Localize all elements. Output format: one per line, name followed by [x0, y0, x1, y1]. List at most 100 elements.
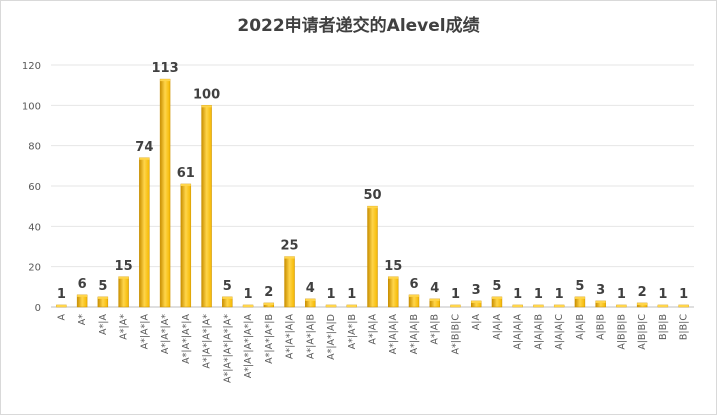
x-tick-label: A|A|B — [575, 314, 586, 340]
data-label: 1 — [513, 287, 522, 302]
bar-cap — [471, 300, 482, 303]
x-tick-label: A|A|A — [492, 314, 503, 340]
bar-cap — [118, 276, 129, 279]
x-tick-label: A|B|B — [596, 314, 607, 340]
bar-cap — [657, 304, 668, 307]
x-tick-label: A*|A*|A*|B — [264, 314, 275, 364]
bar-cap — [512, 304, 523, 307]
y-tick-label: 60 — [28, 182, 41, 193]
x-tick-label: A*|A*|A*|A*|A — [243, 313, 254, 378]
data-label: 5 — [575, 279, 584, 294]
x-tick-label: A*|A|B — [430, 314, 441, 345]
bar-cap — [201, 105, 212, 108]
y-tick-label: 120 — [22, 61, 41, 72]
bar-cap — [326, 304, 336, 307]
data-label: 15 — [115, 259, 133, 274]
x-tick-label: A|A|A|A — [513, 314, 524, 350]
bar-cap — [554, 304, 565, 307]
data-label: 61 — [177, 166, 195, 181]
x-tick-label: A*|A*|A* — [160, 314, 171, 354]
x-tick-label: A|A — [471, 314, 482, 331]
bar — [139, 157, 150, 308]
x-tick-label: A|A|A|B — [533, 314, 544, 350]
data-label: 1 — [534, 287, 543, 302]
data-label: 1 — [326, 287, 335, 302]
x-tick-label: A*|A*|B — [347, 314, 358, 349]
data-label: 25 — [280, 239, 298, 254]
x-tick-label: A*|A — [98, 314, 109, 335]
data-label: 4 — [430, 281, 439, 296]
data-label: 50 — [363, 188, 381, 203]
x-tick-label: A*|A* — [119, 314, 130, 340]
data-label: 1 — [617, 287, 626, 302]
x-axis: A A* A*|A A*|A* A*|A*|A A*|A*|A* A*|A*|A*|A A*|… — [56, 313, 689, 383]
data-label: 1 — [679, 287, 688, 302]
data-label: 6 — [409, 277, 418, 292]
data-label: 3 — [472, 283, 481, 298]
bar — [284, 256, 295, 308]
x-tick-label: B|B|C — [679, 314, 690, 340]
x-tick-label: A*|A|A — [368, 314, 379, 345]
bar-cap — [491, 296, 502, 299]
y-tick-label: 0 — [35, 303, 41, 314]
bar-cap — [305, 298, 316, 301]
bar-cap — [346, 304, 357, 307]
bar-cap — [533, 304, 544, 307]
x-tick-label: A*|A*|A|A — [285, 314, 296, 360]
bar — [118, 276, 129, 308]
data-label: 1 — [658, 287, 667, 302]
x-tick-label: B|B|B — [658, 314, 669, 340]
x-tick-label: A|B|B|B — [616, 314, 627, 350]
y-tick-label: 100 — [22, 101, 41, 112]
x-tick-label: A*|A|A|B — [409, 314, 420, 354]
data-label: 15 — [384, 259, 402, 274]
data-label: 1 — [57, 287, 66, 302]
y-axis: 0 20 40 60 80 100 120 — [22, 61, 41, 314]
data-label: 5 — [223, 279, 232, 294]
bar-cap — [450, 304, 461, 307]
bar — [201, 105, 212, 308]
y-tick-label: 40 — [28, 222, 41, 233]
bar — [159, 78, 171, 308]
data-label: 1 — [244, 287, 253, 302]
y-tick-label: 20 — [28, 263, 41, 274]
bar-cap — [56, 304, 67, 307]
data-label: 3 — [596, 283, 605, 298]
x-tick-label: A*|A|A|A — [388, 314, 399, 355]
x-tick-label: A — [56, 314, 67, 321]
data-label: 100 — [193, 87, 220, 102]
x-tick-label: A|A|A|C — [554, 314, 565, 350]
data-label: 1 — [555, 287, 564, 302]
x-tick-label: A* — [77, 314, 88, 325]
bar-cap — [409, 294, 419, 297]
bar-cap — [678, 304, 689, 307]
bar-cap — [284, 256, 295, 259]
data-label: 74 — [135, 140, 153, 155]
x-tick-label: A*|A*|A*|A — [181, 314, 192, 364]
x-tick-label: A*|A*|A|B — [305, 314, 316, 359]
data-label: 2 — [638, 285, 647, 300]
bar-cap — [616, 304, 627, 307]
x-tick-label: A*|A*|A — [139, 314, 150, 350]
bar-cap — [574, 296, 585, 299]
data-label: 4 — [306, 281, 315, 296]
data-label: 113 — [152, 61, 179, 76]
bar-cap — [637, 302, 648, 305]
bar — [367, 205, 378, 308]
bar-cap — [222, 296, 233, 299]
bar-cap — [180, 183, 191, 186]
bar-cap — [97, 296, 108, 299]
x-tick-label: A*|A*|A|D — [326, 314, 337, 360]
data-label: 2 — [264, 285, 273, 300]
data-label: 5 — [492, 279, 501, 294]
data-label: 1 — [451, 287, 460, 302]
bar — [180, 183, 192, 308]
bar-cap — [77, 294, 88, 297]
x-tick-label: A*|A*|A*|A* — [202, 314, 213, 369]
y-tick-label: 80 — [28, 142, 41, 153]
chart-title: 2022申请者递交的Alevel成绩 — [237, 16, 480, 36]
bar-cap — [263, 302, 274, 305]
bar-cap — [429, 298, 440, 301]
